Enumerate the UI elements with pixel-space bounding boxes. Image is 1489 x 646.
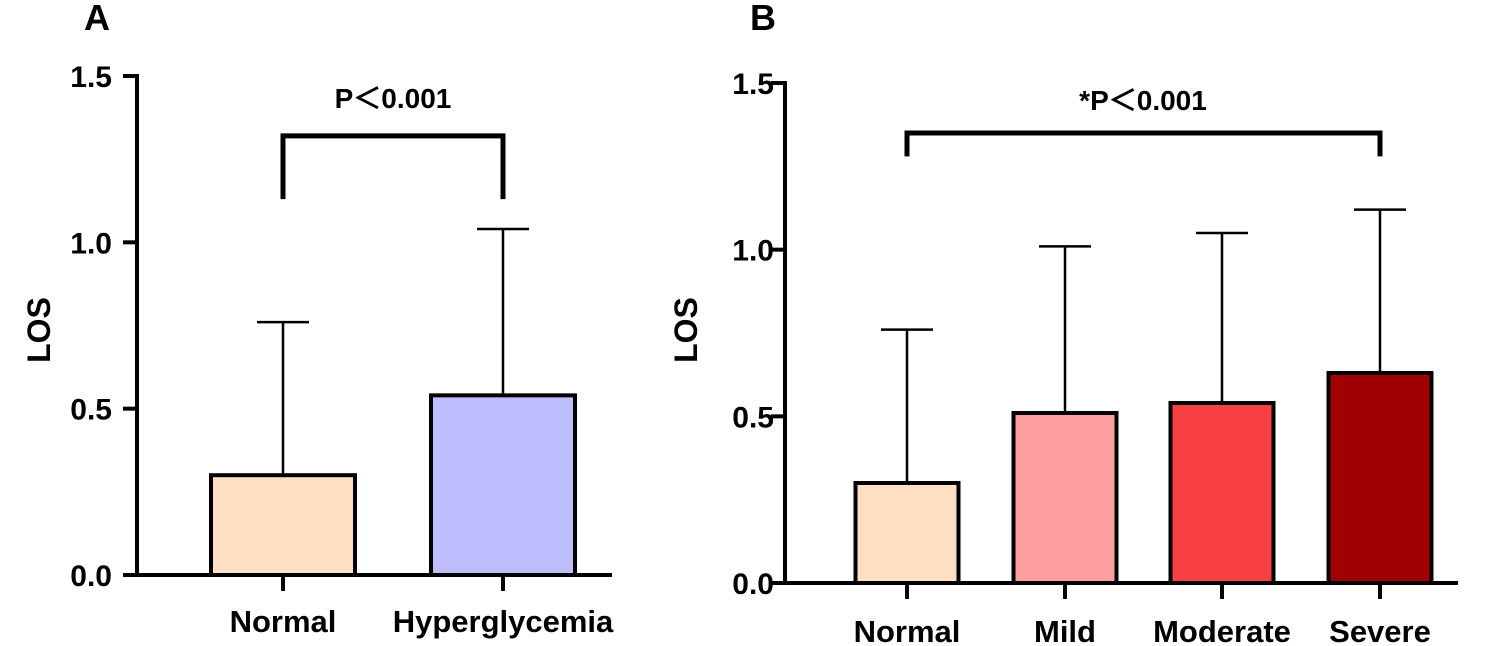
y-tick-label: 1.5: [732, 68, 774, 101]
panel-a: A LOS P＜0.001 0.0 0.5 1.0 1.5 Normal Hypergly…: [21, 0, 614, 639]
y-axis-title-a: LOS: [21, 297, 57, 363]
bar-hyperglycemia: [429, 393, 577, 577]
category-label: Moderate: [1153, 614, 1291, 646]
panel-b: B LOS *P＜0.001 0.0 0.5 1.0 1.5 Normal Mild Mod…: [668, 0, 1458, 646]
pvalue-label-a: P＜0.001: [335, 83, 452, 114]
y-tick-label: 1.0: [70, 227, 112, 260]
pvalue-label-b: *P＜0.001: [1079, 85, 1207, 116]
bar-moderate: [1168, 401, 1276, 585]
significance-bracket: [280, 133, 506, 200]
significance-bracket: [904, 130, 1383, 157]
y-tick-label: 0.0: [70, 560, 112, 593]
y-tick-label: 1.0: [732, 235, 774, 268]
panel-label-b: B: [750, 0, 776, 38]
category-label: Normal: [230, 604, 337, 639]
y-tick-label: 1.5: [70, 61, 112, 94]
bar-severe: [1326, 371, 1434, 585]
bar-normal: [853, 481, 961, 585]
y-axis-title-b: LOS: [668, 297, 704, 363]
category-label: Severe: [1329, 614, 1431, 646]
category-label: Normal: [854, 614, 961, 646]
bar-normal: [209, 473, 357, 578]
y-tick-label: 0.5: [70, 394, 112, 427]
bar-mild: [1011, 411, 1119, 585]
category-label: Mild: [1034, 614, 1096, 646]
category-label: Hyperglycemia: [393, 604, 614, 639]
panel-label-a: A: [84, 0, 110, 38]
y-tick-label: 0.5: [732, 401, 774, 434]
y-tick-label: 0.0: [732, 568, 774, 601]
